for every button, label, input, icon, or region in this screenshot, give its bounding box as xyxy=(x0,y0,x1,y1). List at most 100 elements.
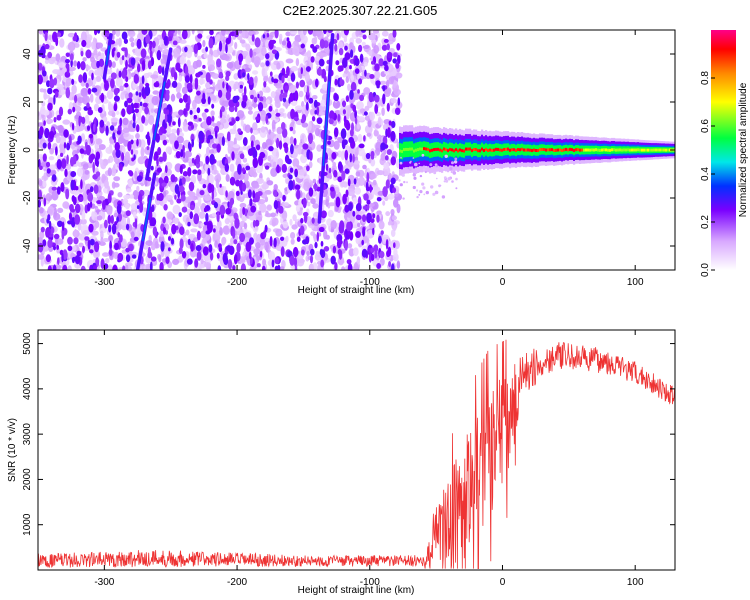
heat-cell xyxy=(449,148,452,151)
heat-cell xyxy=(177,30,181,35)
heat-cell xyxy=(362,34,367,40)
heat-cell xyxy=(44,43,50,50)
heat-cell xyxy=(337,161,343,172)
x-tick-label: 0 xyxy=(500,577,506,588)
heat-cell xyxy=(166,211,174,220)
heat-cell xyxy=(241,65,246,70)
heat-cell xyxy=(459,148,462,152)
heat-cell xyxy=(82,95,90,105)
heat-cell xyxy=(338,47,344,56)
heat-cell xyxy=(393,198,399,208)
heat-cell xyxy=(369,173,377,179)
spectrogram-x-axis-label: Height of straight line (km) xyxy=(298,285,415,296)
heat-cell xyxy=(379,251,385,259)
heat-cell xyxy=(181,86,188,95)
heat-cell xyxy=(314,128,321,137)
heat-cell xyxy=(353,178,357,185)
heat-cell xyxy=(314,182,317,192)
heat-cell xyxy=(382,85,386,92)
heat-cell xyxy=(561,149,564,152)
heat-cell xyxy=(355,214,361,220)
y-tick-label: 0 xyxy=(22,147,33,153)
heat-cell xyxy=(419,174,423,178)
heat-cell xyxy=(213,137,217,142)
heat-cell xyxy=(158,156,164,163)
heat-cell xyxy=(323,75,327,83)
heat-cell xyxy=(315,55,321,62)
heat-cell xyxy=(245,43,251,52)
heat-cell xyxy=(258,198,266,205)
heat-cell xyxy=(299,79,306,88)
heat-cell xyxy=(146,146,150,151)
heat-cell xyxy=(357,116,365,122)
heat-cell xyxy=(137,111,142,121)
heat-cell xyxy=(96,200,102,205)
heat-cell xyxy=(159,126,165,132)
heat-cell xyxy=(372,30,380,34)
heat-cell xyxy=(382,93,386,105)
x-tick-label: -200 xyxy=(227,577,247,588)
heat-cell xyxy=(399,161,403,165)
heat-cell xyxy=(175,151,181,159)
heat-cell xyxy=(193,43,199,54)
heat-cell xyxy=(372,227,375,236)
heat-cell xyxy=(511,148,514,152)
heat-cell xyxy=(108,248,113,256)
heat-cell xyxy=(347,263,353,270)
heat-cell xyxy=(527,148,530,152)
heat-cell xyxy=(282,194,286,202)
heat-cell xyxy=(296,257,305,267)
heat-cell xyxy=(567,148,570,152)
heat-cell xyxy=(289,218,293,226)
heat-cell xyxy=(70,208,76,213)
heat-cell xyxy=(330,186,335,192)
heat-cell xyxy=(465,147,468,151)
heat-cell xyxy=(290,232,296,239)
heat-cell xyxy=(362,235,369,243)
heat-cell xyxy=(52,69,60,75)
heat-cell xyxy=(121,31,128,40)
heat-cell xyxy=(131,254,137,259)
heat-cell xyxy=(164,113,168,123)
heat-cell xyxy=(89,249,94,254)
heat-cell xyxy=(77,97,85,104)
heat-cell xyxy=(585,148,588,152)
x-tick-label: 100 xyxy=(627,277,644,288)
heat-cell xyxy=(43,94,51,99)
heat-cell xyxy=(225,82,229,91)
heat-cell xyxy=(271,119,276,130)
heat-cell xyxy=(421,147,424,151)
heat-cell xyxy=(525,148,528,152)
heat-cell xyxy=(125,223,130,231)
heat-cell xyxy=(152,226,158,236)
heat-cell xyxy=(130,231,135,239)
heat-cell xyxy=(200,258,204,265)
heat-cell xyxy=(260,62,265,68)
heat-cell xyxy=(302,143,309,150)
x-tick-label: -200 xyxy=(227,277,247,288)
heat-cell xyxy=(229,197,235,206)
heat-cell xyxy=(361,239,365,246)
heat-cell xyxy=(132,121,136,129)
heat-cell xyxy=(189,74,193,84)
heat-cell xyxy=(483,149,486,152)
colorbar-tick-label: 0.4 xyxy=(700,167,711,181)
heat-cell xyxy=(48,34,52,41)
heat-cell xyxy=(205,72,211,83)
heat-cell xyxy=(183,108,187,116)
heat-cell xyxy=(312,178,317,184)
heat-cell xyxy=(316,117,323,125)
heat-cell xyxy=(260,126,266,133)
heat-cell xyxy=(318,111,325,116)
x-tick-label: -300 xyxy=(94,577,114,588)
heat-cell xyxy=(591,148,594,152)
heat-cell xyxy=(354,57,360,67)
heat-cell xyxy=(198,140,202,150)
heat-cell xyxy=(170,237,175,245)
heat-cell xyxy=(84,236,90,241)
heat-cell xyxy=(515,148,518,152)
heat-cell xyxy=(42,142,47,149)
heat-cell xyxy=(232,95,239,104)
y-tick-label: 3000 xyxy=(22,423,33,446)
heat-cell xyxy=(65,188,70,200)
